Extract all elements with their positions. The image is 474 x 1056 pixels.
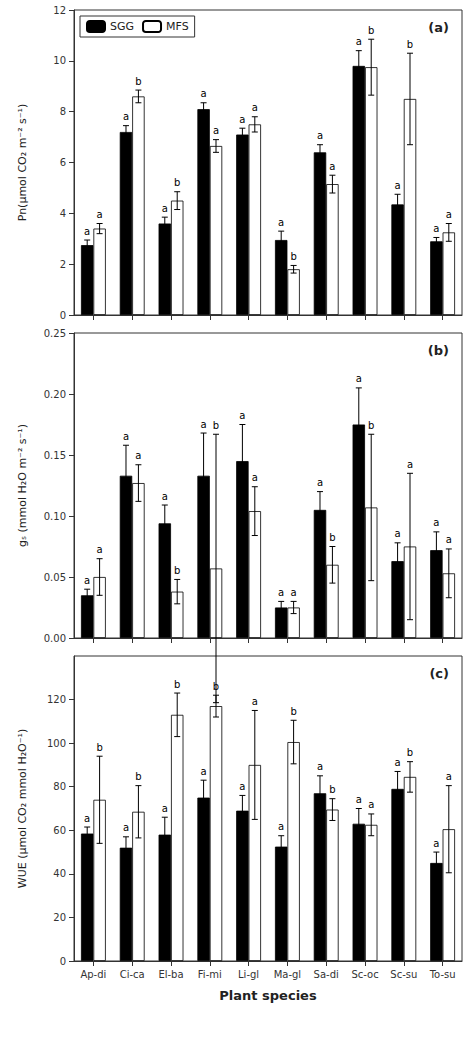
svg-text:2: 2 [60, 259, 66, 270]
svg-text:To-su: To-su [429, 969, 456, 980]
svg-text:a: a [239, 410, 245, 421]
svg-text:a: a [162, 803, 168, 814]
svg-text:12: 12 [53, 5, 66, 16]
svg-text:a: a [395, 757, 401, 768]
svg-text:b: b [135, 771, 141, 782]
svg-text:a: a [356, 373, 362, 384]
svg-text:a: a [252, 472, 258, 483]
svg-text:a: a [213, 125, 219, 136]
svg-text:a: a [201, 419, 207, 430]
svg-text:a: a [84, 575, 90, 586]
svg-text:(a): (a) [428, 20, 449, 35]
svg-text:0: 0 [60, 956, 66, 967]
svg-text:Plant species: Plant species [219, 988, 317, 1003]
svg-text:a: a [278, 217, 284, 228]
svg-text:b: b [96, 742, 102, 753]
svg-text:0.05: 0.05 [44, 572, 66, 583]
svg-text:a: a [407, 459, 413, 470]
svg-text:b: b [290, 706, 296, 717]
svg-text:gₛ (mmol H₂O m⁻² s⁻¹): gₛ (mmol H₂O m⁻² s⁻¹) [16, 424, 29, 547]
svg-text:a: a [162, 203, 168, 214]
svg-text:a: a [135, 450, 141, 461]
svg-text:SGG: SGG [110, 20, 134, 33]
svg-text:Fi-mi: Fi-mi [198, 969, 222, 980]
svg-text:a: a [395, 528, 401, 539]
svg-text:60: 60 [53, 825, 66, 836]
svg-text:El-ba: El-ba [158, 969, 183, 980]
svg-text:a: a [252, 696, 258, 707]
svg-text:a: a [446, 534, 452, 545]
svg-text:80: 80 [53, 781, 66, 792]
svg-text:a: a [356, 794, 362, 805]
svg-text:a: a [278, 587, 284, 598]
svg-text:b: b [174, 565, 180, 576]
svg-text:a: a [291, 587, 297, 598]
svg-text:a: a [97, 209, 103, 220]
svg-text:a: a [123, 111, 129, 122]
svg-text:a: a [433, 223, 439, 234]
svg-text:a: a [162, 491, 168, 502]
svg-text:(c): (c) [429, 666, 449, 681]
svg-text:0.15: 0.15 [44, 450, 66, 461]
svg-text:100: 100 [47, 738, 66, 749]
svg-text:a: a [446, 771, 452, 782]
svg-text:Sa-di: Sa-di [314, 969, 339, 980]
svg-text:(b): (b) [428, 343, 449, 358]
svg-text:b: b [174, 679, 180, 690]
svg-text:Pn(μmol CO₂ m⁻² s⁻¹): Pn(μmol CO₂ m⁻² s⁻¹) [16, 104, 29, 222]
svg-text:a: a [97, 544, 103, 555]
svg-text:b: b [368, 420, 374, 431]
svg-text:a: a [239, 781, 245, 792]
svg-text:a: a [252, 102, 258, 113]
svg-text:0.20: 0.20 [44, 389, 66, 400]
svg-text:WUE (μmol CO₂ mmol H₂O⁻¹): WUE (μmol CO₂ mmol H₂O⁻¹) [16, 729, 29, 888]
svg-text:a: a [201, 88, 207, 99]
svg-text:a: a [278, 821, 284, 832]
svg-text:b: b [407, 39, 413, 50]
svg-text:0.00: 0.00 [44, 633, 66, 644]
svg-text:b: b [368, 25, 374, 36]
svg-text:a: a [395, 180, 401, 191]
svg-text:Sc-su: Sc-su [390, 969, 417, 980]
svg-text:a: a [329, 161, 335, 172]
svg-text:b: b [213, 420, 219, 431]
svg-text:a: a [446, 209, 452, 220]
svg-text:a: a [433, 838, 439, 849]
svg-text:a: a [317, 761, 323, 772]
svg-text:a: a [84, 226, 90, 237]
svg-text:b: b [329, 532, 335, 543]
svg-text:Sc-oc: Sc-oc [351, 969, 378, 980]
svg-text:a: a [123, 822, 129, 833]
svg-text:b: b [290, 251, 296, 262]
svg-text:a: a [433, 517, 439, 528]
svg-text:a: a [368, 799, 374, 810]
svg-text:a: a [317, 130, 323, 141]
svg-text:Ma-gl: Ma-gl [274, 969, 302, 980]
svg-text:a: a [356, 36, 362, 47]
svg-text:10: 10 [53, 55, 66, 66]
svg-text:0: 0 [60, 310, 66, 321]
svg-text:b: b [174, 177, 180, 188]
svg-text:a: a [317, 477, 323, 488]
svg-text:Li-gl: Li-gl [238, 969, 259, 980]
svg-text:a: a [201, 766, 207, 777]
svg-text:a: a [84, 813, 90, 824]
svg-text:20: 20 [53, 912, 66, 923]
svg-text:b: b [135, 76, 141, 87]
svg-text:a: a [239, 114, 245, 125]
svg-text:b: b [407, 747, 413, 758]
svg-text:4: 4 [60, 208, 66, 219]
svg-text:b: b [329, 784, 335, 795]
svg-text:a: a [123, 431, 129, 442]
svg-text:b: b [213, 681, 219, 692]
svg-text:Ap-di: Ap-di [80, 969, 106, 980]
svg-text:0.25: 0.25 [44, 328, 66, 339]
svg-text:8: 8 [60, 106, 66, 117]
svg-text:120: 120 [47, 694, 66, 705]
svg-text:6: 6 [60, 157, 66, 168]
svg-text:Ci-ca: Ci-ca [120, 969, 145, 980]
svg-text:40: 40 [53, 868, 66, 879]
svg-text:MFS: MFS [166, 20, 189, 33]
svg-text:0.10: 0.10 [44, 511, 66, 522]
